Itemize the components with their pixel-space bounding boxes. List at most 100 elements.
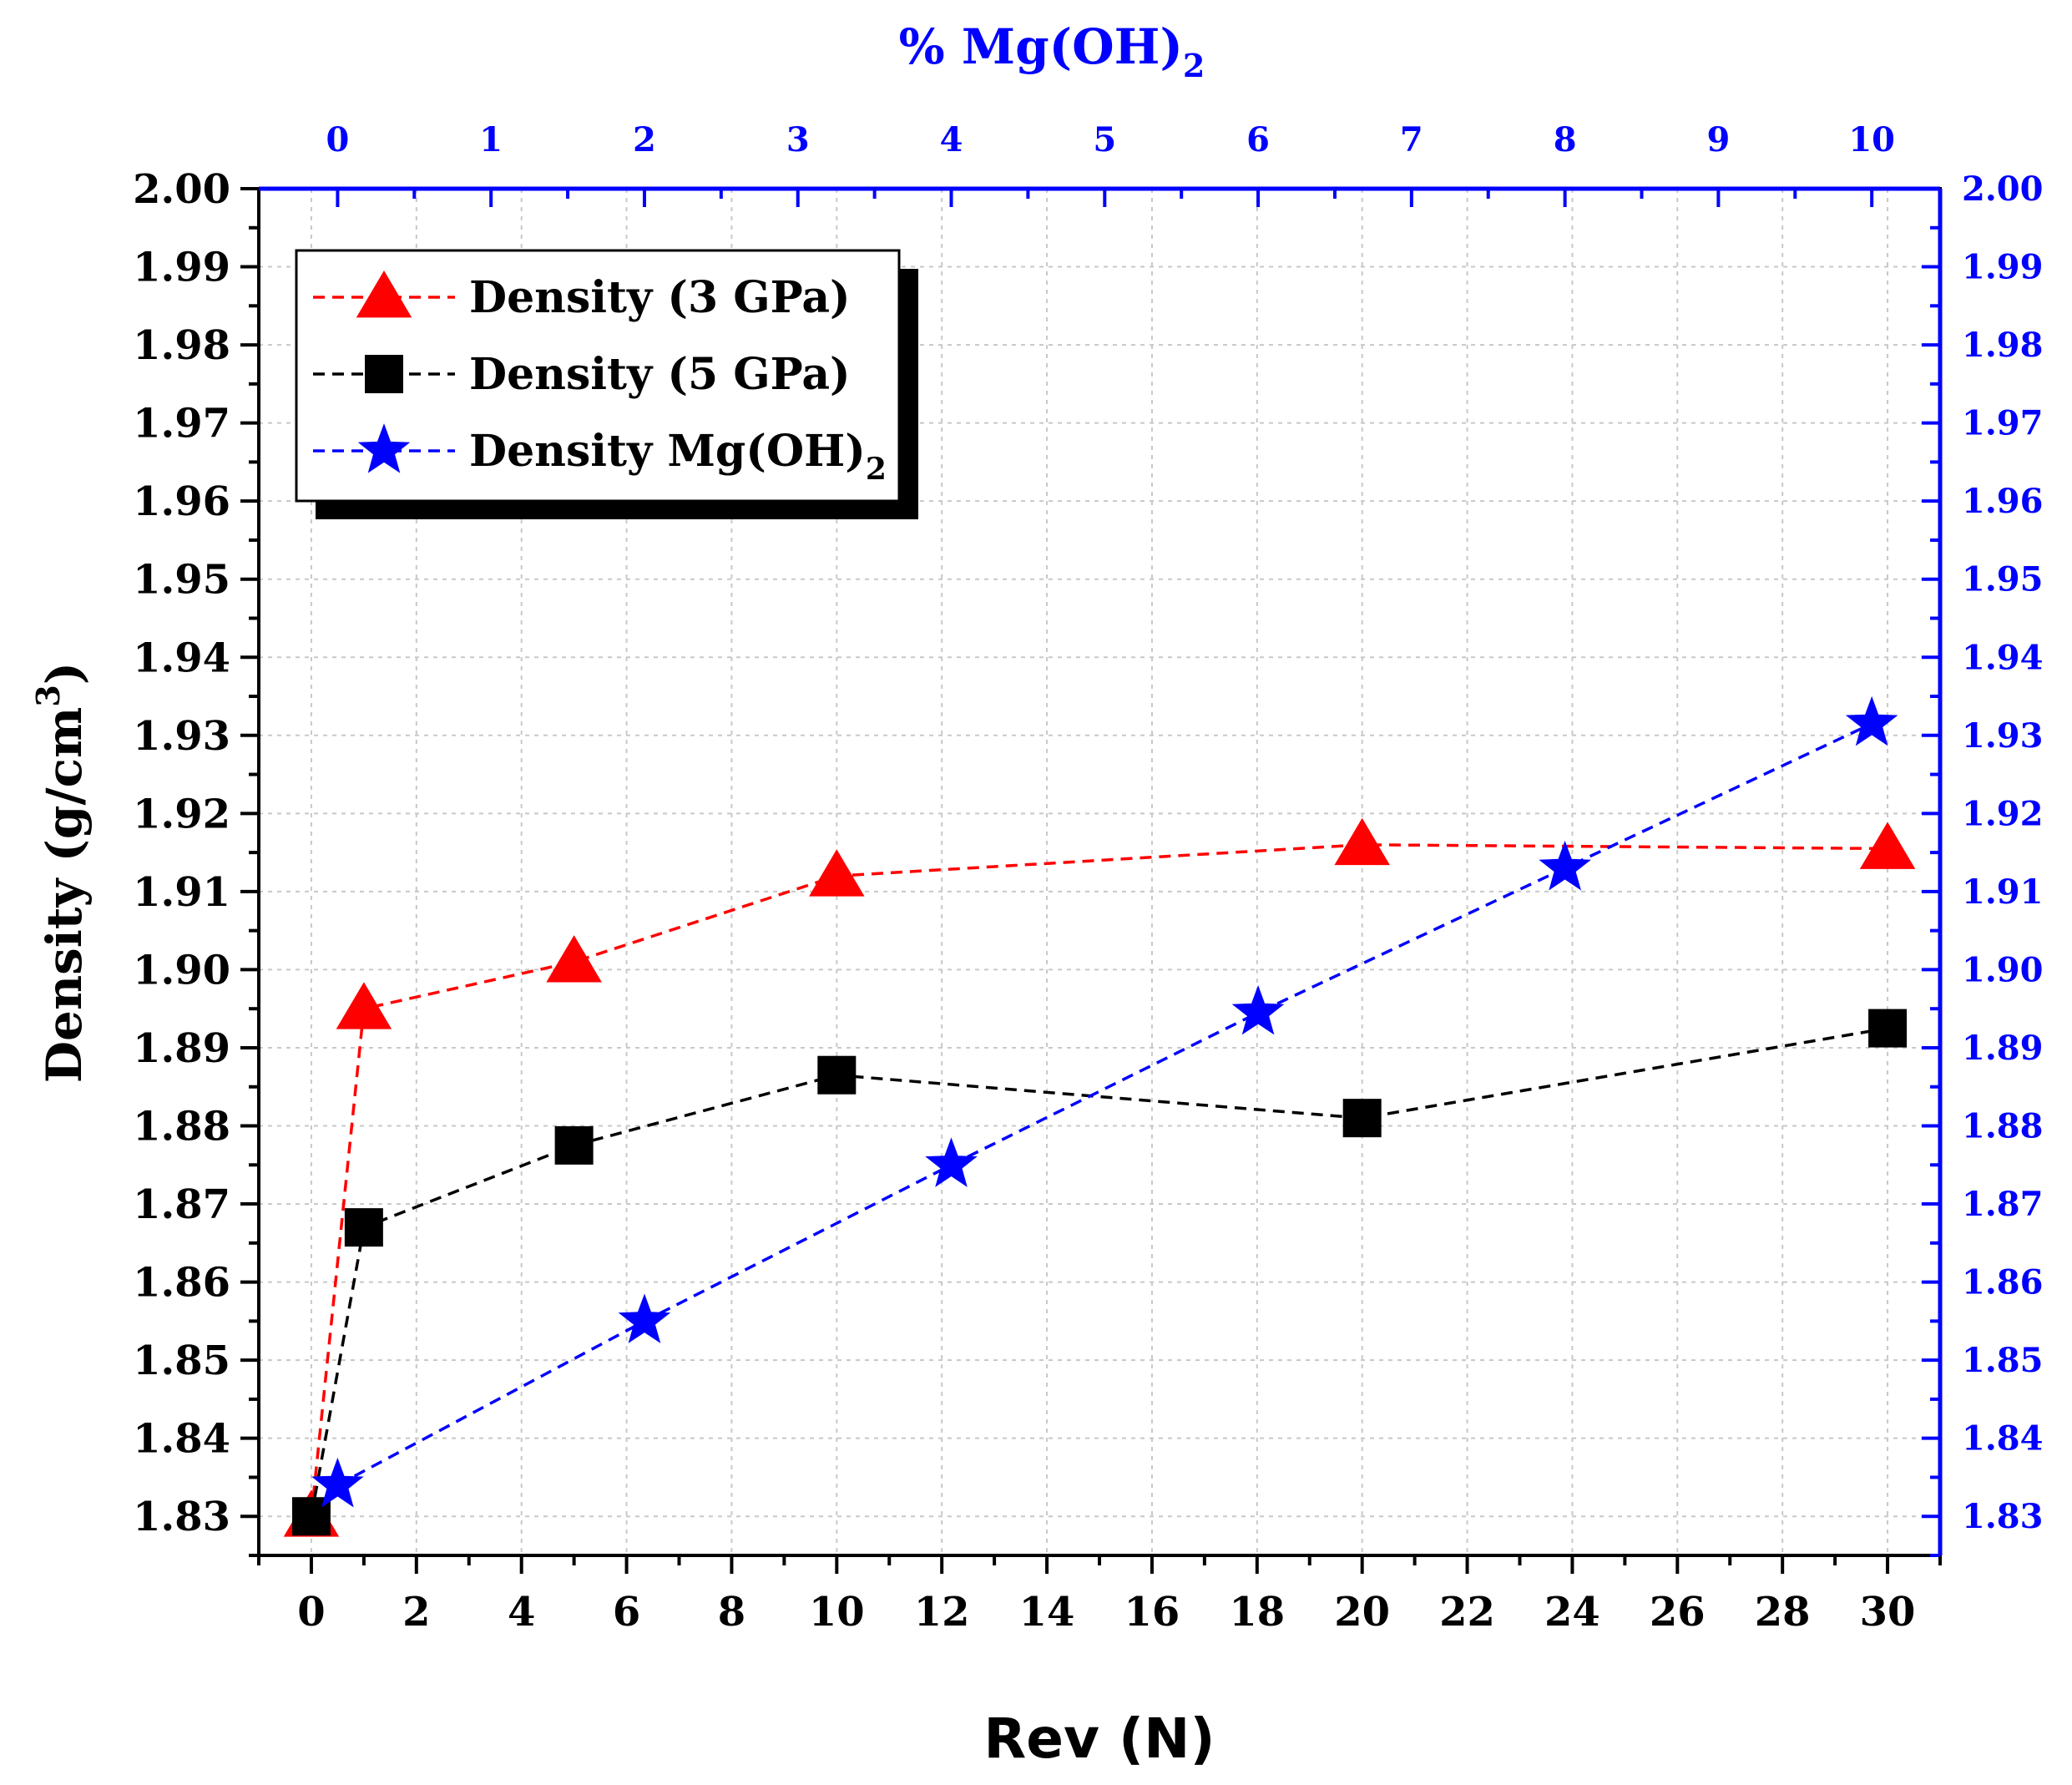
x-tick-label-0: 0 (297, 1589, 325, 1636)
series-1-point-2 (554, 1125, 594, 1165)
legend-label-main-2: Density Mg(OH) (469, 426, 866, 477)
y-tick-label-4: 1.87 (133, 1181, 230, 1228)
x-tick-label-11: 22 (1439, 1589, 1495, 1636)
top-x-tick-label-6: 6 (1246, 120, 1270, 159)
x-tick-label-5: 10 (809, 1589, 865, 1636)
right-y-tick-label-10: 1.93 (1962, 716, 2043, 756)
series-1-point-4 (1342, 1099, 1382, 1138)
y-tick-label-8: 1.91 (133, 869, 230, 916)
series-0-point-3 (809, 849, 865, 897)
top-x-tick-label-3: 3 (786, 120, 810, 159)
series-2-point-4 (1539, 840, 1591, 891)
x-tick-label-4: 8 (718, 1589, 745, 1636)
y-tick-label-14: 1.97 (133, 401, 230, 448)
right-y-tick-label-0: 1.83 (1962, 1497, 2043, 1536)
y-tick-label-3: 1.86 (133, 1260, 230, 1307)
x-tick-label-3: 6 (613, 1589, 640, 1636)
y-tick-label-10: 1.93 (133, 713, 230, 760)
y-tick-label-6: 1.89 (133, 1025, 230, 1072)
series-1-point-5 (1868, 1009, 1908, 1048)
series-0-point-1 (336, 982, 392, 1029)
right-y-tick-label-13: 1.96 (1962, 482, 2043, 521)
x-tick-label-8: 16 (1124, 1589, 1180, 1636)
y-tick-label-7: 1.90 (133, 947, 230, 994)
grid-lines (259, 188, 1940, 1555)
legend-marker-2 (357, 423, 411, 473)
right-y-tick-label-14: 1.97 (1962, 404, 2043, 443)
top-x-tick-label-2: 2 (633, 120, 656, 159)
legend-label-sub-2: 2 (866, 452, 887, 487)
y-tick-label-5: 1.88 (133, 1104, 230, 1150)
series-1 (291, 1009, 1908, 1536)
legend-label-main-0: Density (3 GPa) (469, 272, 851, 323)
right-y-tick-label-4: 1.87 (1962, 1185, 2043, 1224)
series-0-point-2 (546, 935, 602, 983)
x-tick-label-6: 12 (914, 1589, 970, 1636)
x-tick-label-14: 28 (1755, 1589, 1811, 1636)
top-x-tick-label-1: 1 (479, 120, 503, 159)
x-tick-label-15: 30 (1860, 1589, 1916, 1636)
y-tick-label-16: 1.99 (133, 245, 230, 291)
top-x-tick-label-0: 0 (326, 120, 349, 159)
series-line-2 (336, 722, 1872, 1487)
top-x-tick-label-7: 7 (1400, 120, 1423, 159)
y-axis-title: Density (g/cm3) (29, 662, 93, 1084)
series-line-0 (310, 843, 1888, 1517)
legend-entry-2: Density Mg(OH)2 (313, 423, 887, 487)
ticks-layer: 0 2 4 6 8 10 12 14 16 18 20 22 24 26 28 300 1 2 3 4 5 6 7 8 9 101… (133, 120, 2043, 1636)
series-2-point-1 (618, 1293, 671, 1343)
legend-label-1: Density (5 GPa) (469, 349, 851, 400)
right-y-tick-label-16: 1.99 (1962, 248, 2043, 287)
right-y-tick-label-9: 1.92 (1962, 794, 2043, 833)
top-x-tick-label-9: 9 (1706, 120, 1730, 159)
right-y-tick-label-6: 1.89 (1962, 1029, 2043, 1068)
x-tick-label-1: 2 (402, 1589, 430, 1636)
y-tick-label-13: 1.96 (133, 478, 230, 525)
right-y-tick-label-1: 1.84 (1962, 1419, 2043, 1459)
x-tick-label-9: 18 (1229, 1589, 1285, 1636)
legend-label-0: Density (3 GPa) (469, 272, 851, 323)
series-0-point-5 (1859, 822, 1916, 869)
y-tick-label-12: 1.95 (133, 557, 230, 604)
y-tick-label-2: 1.85 (133, 1337, 230, 1384)
x-tick-label-2: 4 (508, 1589, 535, 1636)
right-y-tick-label-7: 1.90 (1962, 950, 2043, 989)
x-tick-label-7: 14 (1019, 1589, 1075, 1636)
series-2-point-2 (925, 1137, 978, 1187)
legend: Density (3 GPa) Density (5 GPa) Density Mg… (295, 249, 918, 519)
y-tick-label-0: 1.83 (133, 1494, 230, 1540)
top-x-tick-label-5: 5 (1093, 120, 1116, 159)
series-2-point-0 (311, 1457, 364, 1508)
right-y-tick-label-2: 1.85 (1962, 1341, 2043, 1380)
right-y-tick-label-8: 1.91 (1962, 872, 2043, 912)
legend-label-main-1: Density (5 GPa) (469, 349, 851, 400)
y-tick-label-15: 1.98 (133, 322, 230, 369)
series-0-point-4 (1334, 817, 1390, 866)
top-x-tick-label-10: 10 (1848, 120, 1895, 159)
legend-entry-0: Density (3 GPa) (313, 271, 851, 323)
x-axis-title: Rev (N) (983, 1707, 1215, 1771)
legend-label-2: Density Mg(OH)2 (469, 426, 887, 487)
y-tick-label-11: 1.94 (133, 635, 230, 681)
right-y-tick-label-5: 1.88 (1962, 1107, 2043, 1146)
legend-entry-1: Density (5 GPa) (313, 349, 851, 400)
series-layer (283, 695, 1916, 1537)
right-y-tick-label-15: 1.98 (1962, 326, 2043, 365)
legend-marker-0 (356, 271, 412, 318)
axis-titles: Rev (N) % Mg(OH)2 Density (g/cm3) (29, 18, 1215, 1771)
x-tick-label-10: 20 (1334, 1589, 1390, 1636)
top-x-axis-title: % Mg(OH)2 (899, 18, 1205, 84)
y-tick-label-1: 1.84 (133, 1416, 230, 1463)
right-y-tick-label-11: 1.94 (1962, 638, 2043, 677)
series-line-1 (310, 1026, 1888, 1517)
series-2 (311, 695, 1898, 1508)
y-tick-label-9: 1.92 (133, 791, 230, 837)
y-tick-label-17: 2.00 (133, 166, 230, 213)
right-y-tick-label-12: 1.95 (1962, 560, 2043, 599)
series-1-point-1 (344, 1208, 383, 1247)
series-0 (283, 817, 1916, 1537)
top-x-tick-label-4: 4 (940, 120, 963, 159)
right-y-tick-label-3: 1.86 (1962, 1263, 2043, 1302)
x-tick-label-12: 24 (1544, 1589, 1600, 1636)
